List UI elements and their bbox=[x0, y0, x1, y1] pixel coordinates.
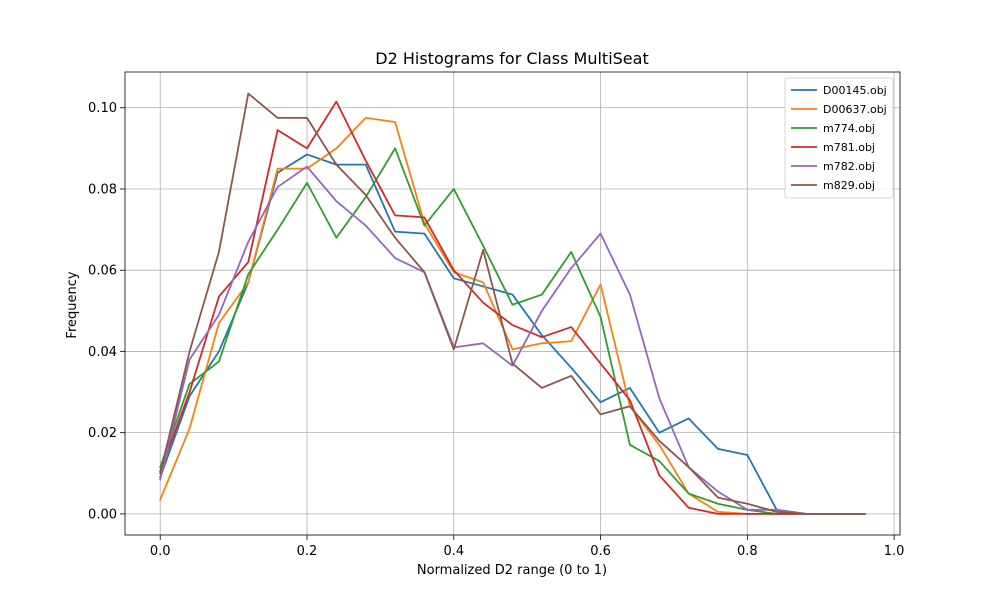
grid-lines bbox=[125, 72, 900, 535]
legend-box bbox=[784, 77, 894, 199]
series-line-5 bbox=[159, 92, 866, 515]
y-tick-label: 0.06 bbox=[88, 264, 117, 279]
legend-entry: m829.obj bbox=[823, 179, 875, 192]
x-axis-label: Normalized D2 range (0 to 1) bbox=[417, 563, 607, 578]
y-axis-ticks: 0.00 0.02 0.04 0.06 0.08 0.10 bbox=[88, 101, 125, 522]
x-tick-label: 1.0 bbox=[884, 544, 905, 559]
x-tick-label: 0.0 bbox=[150, 544, 171, 559]
series-line-0 bbox=[159, 153, 866, 515]
series-line-4 bbox=[159, 165, 866, 515]
legend-entry: D00637.obj bbox=[823, 103, 887, 116]
x-axis-ticks: 0.0 0.2 0.4 0.6 0.8 1.0 bbox=[150, 535, 905, 559]
series-line-2 bbox=[159, 147, 866, 515]
x-tick-label: 0.2 bbox=[297, 544, 318, 559]
x-tick-label: 0.4 bbox=[443, 544, 464, 559]
legend: D00145.obj D00637.obj m774.obj m781.obj m782… bbox=[784, 77, 894, 199]
legend-entry: m782.obj bbox=[823, 160, 875, 173]
x-tick-label: 0.6 bbox=[590, 544, 611, 559]
y-axis-label: Frequency bbox=[65, 271, 80, 338]
y-tick-label: 0.02 bbox=[88, 426, 117, 441]
legend-entry: m781.obj bbox=[823, 141, 875, 154]
chart-title: D2 Histograms for Class MultiSeat bbox=[375, 49, 648, 68]
legend-entry: m774.obj bbox=[823, 122, 875, 135]
y-tick-label: 0.00 bbox=[88, 507, 117, 522]
series-line-3 bbox=[159, 100, 866, 515]
y-tick-label: 0.10 bbox=[88, 101, 117, 116]
y-tick-label: 0.04 bbox=[88, 345, 117, 360]
plot-frame bbox=[124, 71, 901, 536]
series-line-1 bbox=[159, 116, 866, 515]
x-tick-label: 0.8 bbox=[737, 544, 758, 559]
y-tick-label: 0.08 bbox=[88, 182, 117, 197]
legend-entry: D00145.obj bbox=[823, 84, 887, 97]
series-layer bbox=[159, 92, 866, 515]
